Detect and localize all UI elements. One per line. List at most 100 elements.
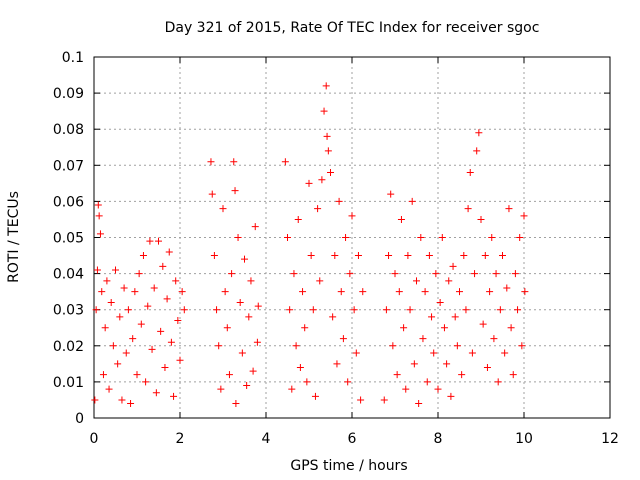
data-point [438,234,446,241]
y-tick-label: 0 [75,411,84,427]
data-point [207,158,215,166]
data-point [449,262,457,270]
data-point [251,223,259,231]
data-point [333,360,341,368]
data-point [477,215,485,223]
data-point [98,288,106,296]
data-point [144,302,152,310]
data-point [105,385,113,393]
x-tick-label: 8 [434,431,443,447]
data-point [114,360,122,368]
data-point [475,129,483,137]
data-point [410,360,418,368]
data-point [382,306,390,314]
data-point [290,270,298,278]
data-point [107,298,115,306]
data-point [245,313,253,321]
x-tick-label: 0 [90,431,99,447]
data-point [303,378,311,386]
y-tick-label: 0.09 [53,86,84,102]
data-point [451,313,459,321]
x-tick-label: 2 [176,431,185,447]
data-point [458,371,466,379]
data-point [241,255,248,263]
data-point [135,270,143,278]
data-point [483,363,491,371]
data-point [430,349,438,357]
data-point [434,385,442,393]
data-point [172,277,180,285]
data-point [152,389,160,397]
data-point [253,338,261,346]
data-point [415,400,423,408]
data-point [346,270,354,278]
data-point [309,306,317,314]
data-point [331,252,339,260]
data-point [131,288,139,296]
data-point [436,298,444,306]
data-point [96,230,104,238]
data-point [165,248,173,256]
data-point [103,277,111,285]
data-point [432,270,440,278]
data-point [520,212,528,220]
data-point [316,277,324,285]
data-point [247,277,255,285]
data-point [311,392,319,400]
data-point [91,396,99,404]
data-point [400,324,408,332]
data-point [503,284,511,292]
data-point [305,179,313,187]
data-point [120,284,128,292]
data-point [221,288,229,296]
data-point [93,266,101,274]
data-point [180,306,188,314]
data-point [460,252,468,260]
data-point [329,313,337,321]
data-point [296,363,304,371]
data-point [337,288,345,296]
y-tick-label: 0.05 [53,231,84,247]
data-point [286,306,294,314]
data-point [133,371,141,379]
data-point [92,306,100,314]
data-point [471,270,479,278]
data-point [155,237,162,245]
data-point [142,378,150,386]
data-point [518,342,526,350]
data-point [479,320,487,328]
data-point [109,342,117,350]
y-tick-label: 0.01 [53,375,84,391]
data-point [318,176,326,184]
y-axis-title: ROTI / TECUs [6,191,22,283]
data-point [208,190,216,198]
data-point [494,378,502,386]
data-point [397,215,405,223]
data-point [254,302,262,310]
data-point [146,237,154,245]
x-tick-label: 12 [601,431,619,447]
y-tick-label: 0.03 [53,303,84,319]
data-point [99,371,107,379]
data-point [234,234,242,241]
data-point [174,317,182,325]
data-point [299,288,307,296]
data-point [112,266,119,274]
data-point [101,324,109,332]
data-point [464,205,472,213]
data-point [335,197,343,205]
data-point [167,338,175,346]
data-point [249,367,257,375]
x-axis-title: GPS time / hours [290,458,407,474]
data-point [447,392,455,400]
data-point [440,324,448,332]
data-point [219,205,227,213]
data-point [230,158,238,166]
data-point [380,396,388,404]
data-point [210,252,218,260]
data-point [95,212,103,220]
y-tick-label: 0.06 [53,194,84,210]
data-point [395,288,403,296]
data-point [163,295,171,303]
